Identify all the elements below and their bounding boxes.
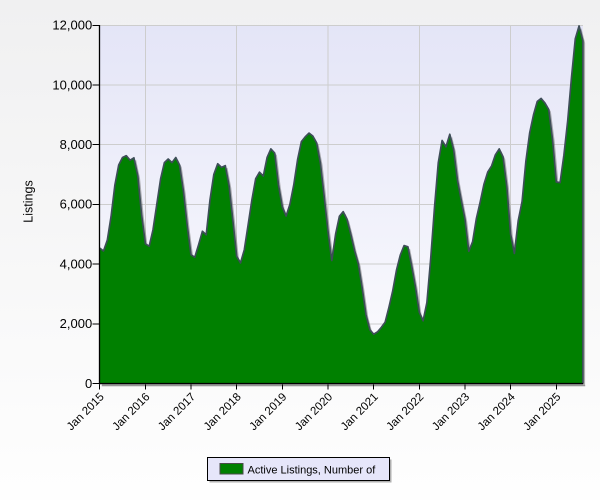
svg-text:Listings: Listings xyxy=(22,180,36,222)
svg-text:Active Listings, Number of: Active Listings, Number of xyxy=(248,465,377,477)
svg-text:0: 0 xyxy=(85,376,92,391)
svg-text:6,000: 6,000 xyxy=(60,197,93,212)
svg-text:10,000: 10,000 xyxy=(52,77,92,92)
svg-text:4,000: 4,000 xyxy=(60,257,93,272)
svg-text:8,000: 8,000 xyxy=(60,137,93,152)
svg-text:12,000: 12,000 xyxy=(52,18,92,33)
svg-text:2,000: 2,000 xyxy=(60,316,93,331)
